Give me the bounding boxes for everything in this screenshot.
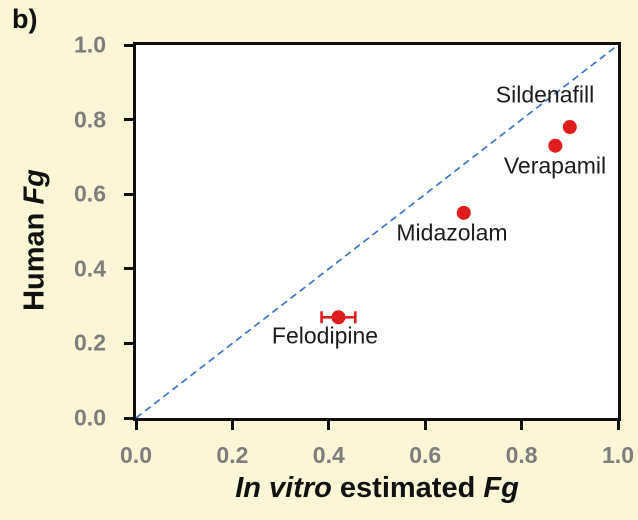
x-axis-ticklabels: 0.0 0.2 0.4 0.6 0.8 1.0 [120,442,634,470]
x-axis-title-segment-1: estimated [331,472,484,504]
x-tickmark-0.2 [230,421,234,430]
plot-area: Sildenafill Verapamil Midazolam Felodipine [133,42,621,421]
x-axis-title-segment-0: In vitro [235,472,332,504]
x-tick-label-1.0: 1.0 [602,442,634,468]
x-tick-label-0.4: 0.4 [312,442,345,468]
y-tick-label-0.4: 0.4 [74,255,106,282]
x-axis-title: In vitro estimated Fg [133,472,621,505]
y-tick-label-0.6: 0.6 [74,180,106,207]
x-tickmark-0.4 [327,421,331,430]
x-tick-label-0.6: 0.6 [409,442,442,468]
y-axis-title-segment-1: Fg [18,169,51,205]
data-point-verapamil [548,138,563,153]
y-tick-label-0.2: 0.2 [74,329,106,356]
y-axis-title-segment-0: Human [18,204,51,311]
plot-canvas [136,45,618,418]
x-tickmark-1.0 [616,421,620,430]
y-tickmark-0.6 [124,192,133,196]
x-tickmark-0.0 [134,421,138,430]
x-axis-tickmarks [134,421,620,431]
identity-line [136,45,618,418]
panel-label: b) [12,4,38,34]
x-tick-label-0.8: 0.8 [505,442,538,468]
y-tick-label-0.0: 0.0 [74,404,106,431]
y-tickmark-0.2 [124,341,133,345]
x-tickmark-0.6 [423,421,427,430]
x-tickmark-0.8 [520,421,524,430]
y-tickmark-0.4 [124,267,133,271]
x-tick-label-0.0: 0.0 [120,442,152,468]
y-tickmark-0.8 [124,118,133,122]
y-tickmark-1.0 [124,43,133,47]
x-tick-label-0.2: 0.2 [216,442,249,468]
data-point-midazolam [456,205,471,220]
y-tickmark-0.0 [124,416,133,420]
y-axis-title: Human Fg [19,169,52,311]
y-tick-label-1.0: 1.0 [74,31,106,58]
data-point-felodipine [331,310,346,325]
data-point-sildenafill [562,120,577,135]
x-axis-title-segment-2: Fg [483,472,519,504]
y-axis-tickmarks [124,43,133,420]
y-axis-ticklabels: 0.0 0.2 0.4 0.6 0.8 1.0 [0,32,106,431]
y-tick-label-0.8: 0.8 [74,106,106,133]
